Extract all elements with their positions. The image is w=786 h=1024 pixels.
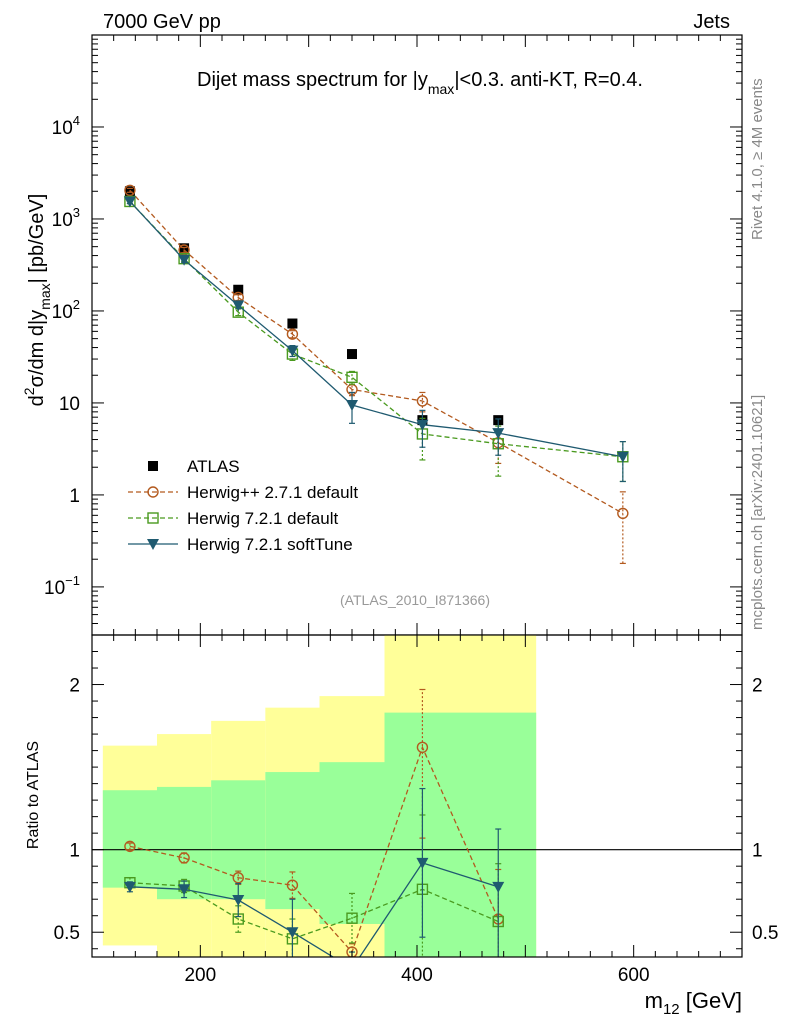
ratio-herwig-7-2-1-softtune-point [286,927,299,939]
ratio-y-tick-label: 2 [69,676,80,697]
ratio-herwig-2-7-1-default-point [124,840,136,853]
ylabel-d: d [26,395,48,406]
ratio-band-green [102,790,157,888]
ylabel-part-a: σ/dm d|y [26,310,48,388]
ratio-herwig-7-2-1-softtune-point [232,895,245,907]
rivet-version-label: Rivet 4.1.0, ≥ 4M events [749,78,766,240]
ratio-plot-frame [91,634,743,958]
main-herwig-7-2-1-default-point [346,371,358,383]
main-y-tick-label: 102 [52,297,80,323]
xlabel-part-a: m [645,988,663,1013]
legend-marker [148,461,158,471]
title-subscript: max [428,81,454,97]
ylabel-subscript: max [37,283,53,309]
main-y-tick-label: 104 [52,113,80,139]
ratio-y-axis-label: Ratio to ATLAS [25,741,42,849]
main-atlas-point [347,349,357,360]
main-atlas-point [287,318,298,329]
title-part-a: Dijet mass spectrum for |y [197,69,428,91]
x-tick-label: 600 [618,965,650,986]
ratio-band-green [384,712,537,957]
ratio-herwig-2-7-1-default-point [286,879,299,891]
mcplots-source-label: mcplots.cern.ch [arXiv:2401.10621] [749,395,766,630]
ratio-herwig-7-2-1-softtune-point [416,857,429,869]
ratio-band-green [319,762,385,924]
ratio-y-tick-label: 0.5 [54,923,80,944]
main-y-tick-label: 103 [52,205,80,231]
legend-marker [147,512,159,524]
ratio-herwig-2-7-1-default-point [346,946,358,957]
analysis-watermark: (ATLAS_2010_I871366) [340,592,490,608]
legend-label: Herwig 7.2.1 default [187,509,338,528]
y-tick-base: 10 [44,578,65,599]
ratio-herwig-7-2-1-default-point [346,912,358,924]
main-y-tick-label: 1 [69,486,80,507]
main-y-tick-label: 10 [59,394,80,415]
main-herwig-2-7-1-default-point [416,395,429,407]
ylabel-part-b: | [pb/GeV] [26,194,48,284]
y-tick-exponent: −1 [65,573,80,588]
legend: ATLAS Herwig++ 2.7.1 default Herwig 7.2.1 … [128,457,358,554]
main-herwig-7-2-1-softtune-point [232,300,245,312]
title-part-b: |<0.3. anti-KT, R=0.4. [454,69,643,91]
main-y-axis-label: d2σ/dm d|ymax| [pb/GeV] [21,194,53,407]
y-tick-exponent: 4 [73,113,80,128]
y-tick-base: 10 [52,118,73,139]
y-tick-exponent: 3 [73,205,80,220]
y-tick-base: 10 [52,210,73,231]
main-herwig-2-7-1-default-point [617,507,629,520]
header-energy-label: 7000 GeV pp [103,11,221,33]
ratio-herwig-2-7-1-default-point [232,872,244,884]
header-category-label: Jets [693,11,730,33]
main-herwig-7-2-1-softtune-point [286,345,299,357]
ratio-herwig-2-7-1-default-point [178,852,190,864]
legend-marker [147,486,159,498]
ratio-herwig-7-2-1-softtune-point [178,884,191,896]
main-plot-title: Dijet mass spectrum for |ymax|<0.3. anti… [197,69,643,97]
legend-label: ATLAS [187,457,240,476]
main-herwig-7-2-1-softtune-point [123,196,136,208]
main-herwig-7-2-1-softtune-line [129,201,623,458]
x-tick-label: 200 [184,965,216,986]
y-tick-base: 1 [69,486,80,507]
xlabel-subscript: 12 [663,1001,680,1018]
xlabel-part-b: [GeV] [680,988,742,1013]
ratio-herwig-2-7-1-default-line [129,745,499,954]
ratio-herwig-2-7-1-default-point [416,741,429,753]
main-herwig-7-2-1-softtune-point [616,451,629,463]
ratio-band-green [211,780,266,900]
ratio-y-tick-label-right: 2 [752,676,763,697]
main-herwig-2-7-1-default-point [286,328,299,340]
ratio-herwig-7-2-1-softtune-point [123,881,136,893]
legend-label: Herwig++ 2.7.1 default [187,483,358,502]
main-herwig-7-2-1-softtune-point [346,399,358,411]
x-axis-label: m12 [GeV] [645,988,742,1018]
main-herwig-7-2-1-softtune-point [416,419,429,431]
main-atlas-point [233,284,244,295]
ratio-herwig-7-2-1-softtune-point [492,881,505,893]
x-tick-label: 400 [401,965,433,986]
ratio-y-tick-label-right: 1 [752,841,763,862]
ratio-herwig-7-2-1-softtune-point [346,964,358,975]
main-herwig-7-2-1-default-line [129,201,623,458]
main-herwig-2-7-1-default-point [124,184,136,196]
y-tick-base: 10 [52,302,73,323]
main-herwig-7-2-1-softtune-point [492,428,505,440]
legend-marker [147,539,159,550]
ratio-y-tick-label: 1 [69,841,80,862]
y-tick-base: 10 [59,394,80,415]
main-herwig-7-2-1-softtune-point [178,254,191,266]
main-y-tick-label: 10−1 [44,573,80,599]
ratio-y-tick-label-right: 0.5 [752,923,778,944]
ylabel-superscript: 2 [21,387,37,395]
y-tick-exponent: 2 [73,297,80,312]
legend-label: Herwig 7.2.1 softTune [187,535,353,554]
main-herwig-2-7-1-default-line [129,189,624,514]
